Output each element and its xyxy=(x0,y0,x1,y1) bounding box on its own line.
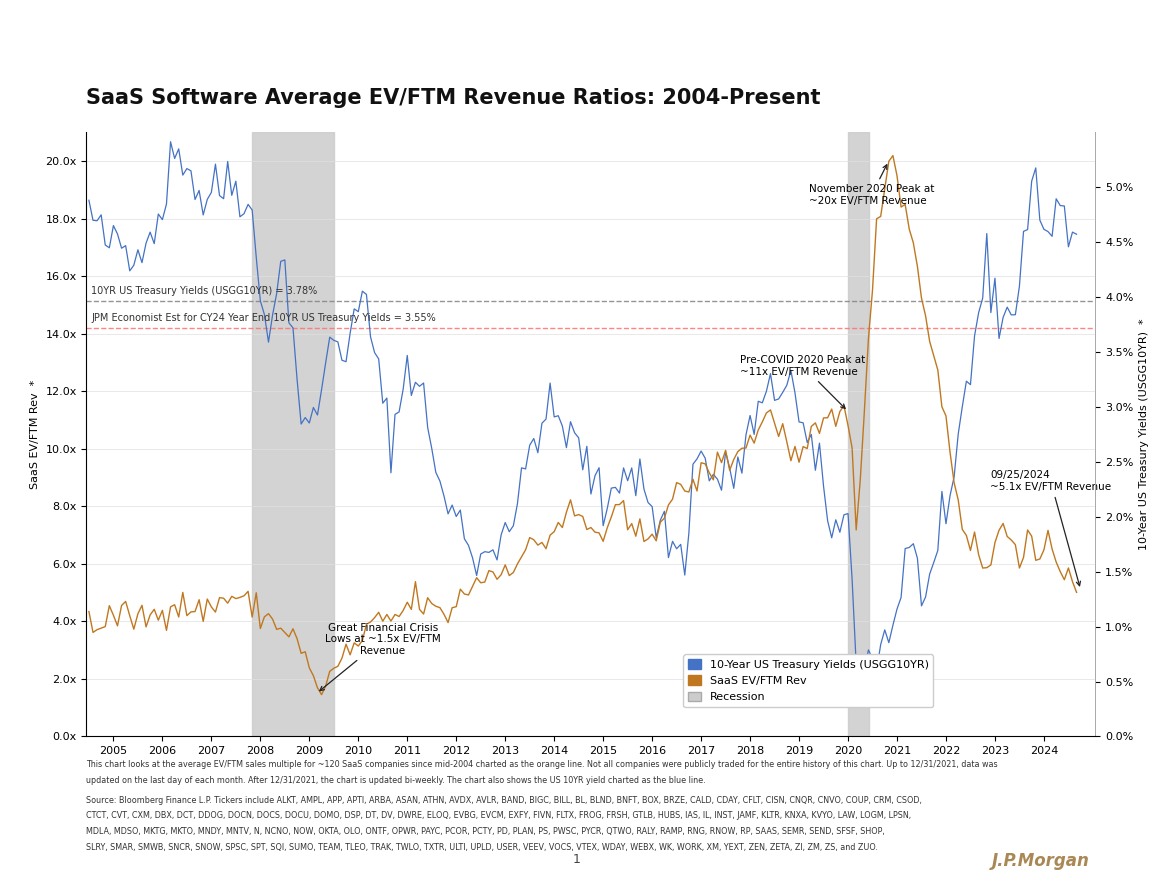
Text: 10YR US Treasury Yields (USGG10YR) = 3.78%: 10YR US Treasury Yields (USGG10YR) = 3.7… xyxy=(91,287,317,296)
Y-axis label: SaaS EV/FTM Rev  *: SaaS EV/FTM Rev * xyxy=(30,380,40,489)
Text: CTCT, CVT, CXM, DBX, DCT, DDOG, DOCN, DOCS, DOCU, DOMO, DSP, DT, DV, DWRE, ELOQ,: CTCT, CVT, CXM, DBX, DCT, DDOG, DOCN, DO… xyxy=(86,811,912,820)
Text: J.P.Morgan: J.P.Morgan xyxy=(992,852,1090,871)
Text: MDLA, MDSO, MKTG, MKTO, MNDY, MNTV, N, NCNO, NOW, OKTA, OLO, ONTF, OPWR, PAYC, P: MDLA, MDSO, MKTG, MKTO, MNDY, MNTV, N, N… xyxy=(86,827,886,836)
Text: updated on the last day of each month. After 12/31/2021, the chart is updated bi: updated on the last day of each month. A… xyxy=(86,776,706,785)
Text: SaaS Software Average EV/FTM Revenue Ratios: 2004-Present: SaaS Software Average EV/FTM Revenue Rat… xyxy=(86,87,821,108)
Text: November 2020 Peak at
~20x EV/FTM Revenue: November 2020 Peak at ~20x EV/FTM Revenu… xyxy=(809,165,934,206)
Text: Pre-COVID 2020 Peak at
~11x EV/FTM Revenue: Pre-COVID 2020 Peak at ~11x EV/FTM Reven… xyxy=(740,355,866,408)
Bar xyxy=(253,132,334,736)
Text: SLRY, SMAR, SMWB, SNCR, SNOW, SPSC, SPT, SQI, SUMO, TEAM, TLEO, TRAK, TWLO, TXTR: SLRY, SMAR, SMWB, SNCR, SNOW, SPSC, SPT,… xyxy=(86,843,879,852)
Text: 09/25/2024
~5.1x EV/FTM Revenue: 09/25/2024 ~5.1x EV/FTM Revenue xyxy=(990,470,1111,586)
Text: JPM Economist Est for CY24 Year End 10YR US Treasury Yields = 3.55%: JPM Economist Est for CY24 Year End 10YR… xyxy=(91,313,436,323)
Text: 1: 1 xyxy=(573,853,580,865)
Bar xyxy=(847,132,868,736)
Legend: 10-Year US Treasury Yields (USGG10YR), SaaS EV/FTM Rev, Recession: 10-Year US Treasury Yields (USGG10YR), S… xyxy=(684,654,934,706)
Text: Great Financial Crisis
Lows at ~1.5x EV/FTM
Revenue: Great Financial Crisis Lows at ~1.5x EV/… xyxy=(319,623,440,691)
Text: Source: Bloomberg Finance L.P. Tickers include ALKT, AMPL, APP, APTI, ARBA, ASAN: Source: Bloomberg Finance L.P. Tickers i… xyxy=(86,796,922,804)
Y-axis label: 10-Year US Treasury Yields (USGG10YR)  *: 10-Year US Treasury Yields (USGG10YR) * xyxy=(1139,318,1150,550)
Text: This chart looks at the average EV/FTM sales multiple for ~120 SaaS companies si: This chart looks at the average EV/FTM s… xyxy=(86,760,998,769)
